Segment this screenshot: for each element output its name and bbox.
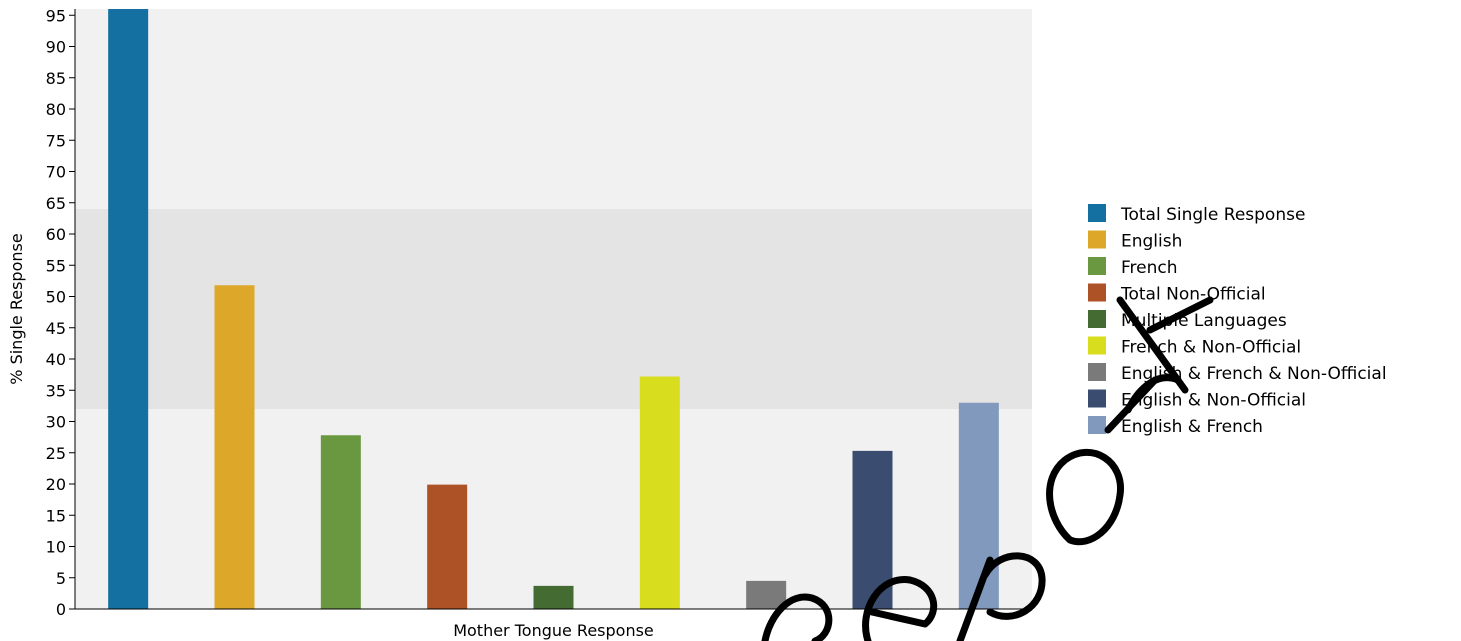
watermark-letter-o xyxy=(1046,448,1124,546)
y-tick-label: 70 xyxy=(46,163,66,182)
y-tick-label: 25 xyxy=(46,444,66,463)
y-tick-label: 50 xyxy=(46,288,66,307)
legend-label[interactable]: English & French & Non-Official xyxy=(1121,364,1387,384)
legend-label[interactable]: French & Non-Official xyxy=(1121,338,1301,358)
bar-total-single-response[interactable] xyxy=(108,9,149,609)
y-tick-label: 55 xyxy=(46,256,66,275)
legend-label[interactable]: Total Single Response xyxy=(1120,205,1305,225)
y-tick-label: 35 xyxy=(46,381,66,400)
y-tick-label: 40 xyxy=(46,350,66,369)
bar-english[interactable] xyxy=(214,285,255,609)
y-tick-label: 5 xyxy=(56,569,66,588)
legend-swatch xyxy=(1088,257,1106,275)
bar-english-french[interactable] xyxy=(958,402,999,609)
y-tick-label: 90 xyxy=(46,38,66,57)
y-tick-label: 65 xyxy=(46,194,66,213)
watermark-logo xyxy=(761,296,1214,641)
bars-group xyxy=(108,9,999,609)
legend-swatch xyxy=(1088,416,1106,434)
bar-total-non-official[interactable] xyxy=(427,484,468,609)
y-tick-label: 45 xyxy=(46,319,66,338)
watermark-letter-r xyxy=(761,593,833,641)
y-tick-label: 20 xyxy=(46,475,66,494)
bar-french[interactable] xyxy=(320,435,361,609)
y-axis: 0 5 10 15 20 25 30 35 40 45 50 55 60 65 70 75 80 85 90 95 xyxy=(46,6,76,619)
legend-swatch xyxy=(1088,389,1106,408)
legend-label[interactable]: Total Non-Official xyxy=(1120,285,1266,305)
legend-swatch xyxy=(1088,363,1106,381)
watermark-letter-p xyxy=(956,552,1046,641)
y-tick-label: 30 xyxy=(46,413,66,432)
y-tick-label: 75 xyxy=(46,131,66,150)
legend-swatch xyxy=(1088,283,1106,302)
y-tick-label: 80 xyxy=(46,100,66,119)
legend-swatch xyxy=(1088,204,1106,222)
watermark-letter-e xyxy=(862,576,938,641)
legend-label[interactable]: English & Non-Official xyxy=(1121,391,1306,411)
legend-label[interactable]: French xyxy=(1121,258,1178,278)
legend[interactable]: Total Single Response English French Total … xyxy=(1088,204,1387,437)
bar-multiple-languages[interactable] xyxy=(533,585,574,609)
legend-swatch xyxy=(1088,230,1106,249)
legend-swatch xyxy=(1088,310,1106,328)
legend-label[interactable]: Multiple Languages xyxy=(1121,311,1287,331)
y-tick-label: 10 xyxy=(46,538,66,557)
legend-label[interactable]: English & French xyxy=(1121,417,1263,437)
y-tick-label: 60 xyxy=(46,225,66,244)
bar-english-french-non-official[interactable] xyxy=(746,580,787,609)
y-axis-title: % Single Response xyxy=(7,233,26,384)
watermark-letter-t xyxy=(1116,296,1214,394)
legend-swatch xyxy=(1088,336,1106,355)
y-tick-label: 95 xyxy=(46,6,66,25)
legend-label[interactable]: English xyxy=(1121,232,1182,252)
y-tick-label: 0 xyxy=(56,600,66,619)
y-tick-label: 85 xyxy=(46,69,66,88)
x-axis-title: Mother Tongue Response xyxy=(453,621,654,640)
bar-french-non-official[interactable] xyxy=(639,376,680,610)
y-tick-label: 15 xyxy=(46,506,66,525)
